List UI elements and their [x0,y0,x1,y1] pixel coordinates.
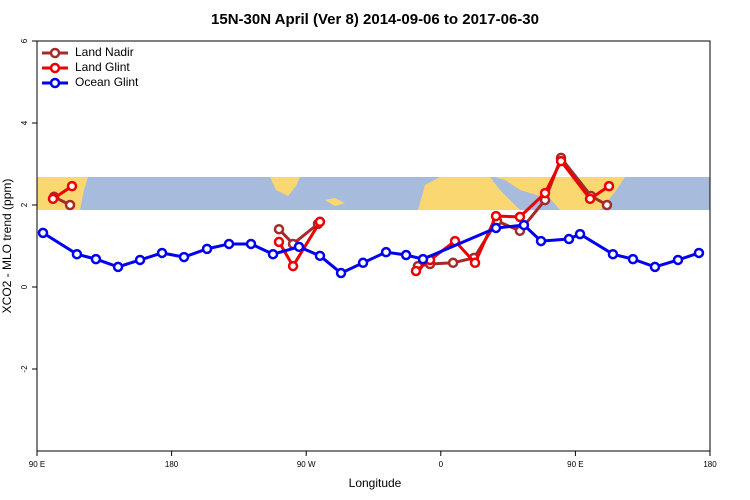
data-point [47,193,59,205]
data-point [267,248,279,260]
data-point [357,257,369,269]
x-tick-label: 90 E [567,460,583,469]
x-axis-label: Longitude [349,476,402,490]
data-point [273,236,285,248]
data-point [649,261,661,273]
series-line [42,223,700,275]
data-point [469,257,481,269]
x-tick-label: 0 [439,460,444,469]
data-point [514,211,526,223]
data-point [574,228,586,240]
data-point [380,246,392,258]
data-point [66,180,78,192]
legend-label: Land Nadir [75,45,134,59]
x-tick-label: 180 [165,460,179,469]
data-point [535,235,547,247]
data-point [287,260,299,272]
data-point [64,199,76,211]
data-point [555,155,567,167]
data-point [314,250,326,262]
data-point [71,248,83,260]
legend-marker [49,62,61,74]
y-tick-label: 2 [20,202,29,207]
y-tick-label: 6 [20,38,29,43]
data-point [293,241,305,253]
data-point [156,247,168,259]
data-point [490,210,502,222]
data-point [563,233,575,245]
data-point [245,238,257,250]
data-point [410,265,422,277]
data-point [37,227,49,239]
data-point [672,254,684,266]
data-point [584,193,596,205]
data-point [417,253,429,265]
data-point [518,219,530,231]
data-point [273,223,285,235]
y-axis-label: XCO2 - MLO trend (ppm) [0,179,14,314]
data-point [201,243,213,255]
legend-label: Ocean Glint [75,75,139,89]
data-point [134,254,146,266]
data-point [112,261,124,273]
x-tick-label: 180 [703,460,717,469]
x-tick-label: 90 E [29,460,45,469]
data-point [178,251,190,263]
data-point [447,257,459,269]
data-point [607,248,619,260]
data-point [400,249,412,261]
data-point [90,253,102,265]
y-tick-label: -2 [20,365,29,373]
data-point [539,187,551,199]
data-point [627,253,639,265]
map-land [270,177,300,196]
legend-label: Land Glint [75,60,130,74]
data-point [601,199,613,211]
map-land [418,177,520,210]
data-point [223,238,235,250]
data-point [693,247,705,259]
y-tick-label: 4 [20,120,29,125]
chart-title: 15N-30N April (Ver 8) 2014-09-06 to 2017… [211,11,539,28]
y-tick-label: 0 [20,284,29,289]
legend-marker [49,77,61,89]
map-land [325,198,345,206]
data-point [490,222,502,234]
data-point [314,216,326,228]
x-tick-label: 90 W [297,460,316,469]
data-point [603,180,615,192]
plot-frame [36,40,711,452]
data-point [335,267,347,279]
legend-marker [49,47,61,59]
